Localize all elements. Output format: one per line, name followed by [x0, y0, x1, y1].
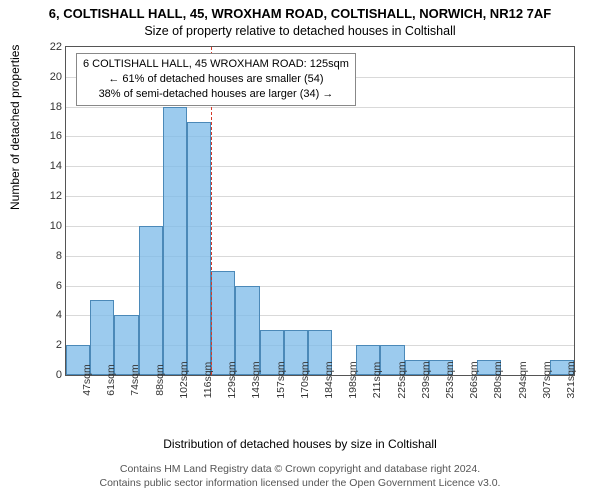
y-tick-label: 16: [32, 130, 62, 142]
credits-line: Contains public sector information licen…: [0, 476, 600, 490]
gridline: [66, 107, 574, 108]
credits-line: Contains HM Land Registry data © Crown c…: [0, 462, 600, 476]
histogram-bar: [211, 271, 235, 375]
x-tick-label: 253sqm: [444, 361, 456, 398]
y-axis-label: Number of detached properties: [8, 45, 22, 210]
x-tick-label: 294sqm: [517, 361, 529, 398]
x-tick-label: 198sqm: [347, 361, 359, 398]
x-tick-label: 321sqm: [565, 361, 577, 398]
histogram-bar: [139, 226, 163, 375]
x-tick-label: 225sqm: [396, 361, 408, 398]
x-tick-label: 280sqm: [492, 361, 504, 398]
x-tick-label: 102sqm: [178, 361, 190, 398]
credits: Contains HM Land Registry data © Crown c…: [0, 462, 600, 490]
y-tick-label: 0: [32, 369, 62, 381]
x-tick-label: 266sqm: [468, 361, 480, 398]
y-tick-label: 20: [32, 71, 62, 83]
reference-annotation: 6 COLTISHALL HALL, 45 WROXHAM ROAD: 125s…: [76, 53, 356, 106]
x-axis-label: Distribution of detached houses by size …: [0, 437, 600, 451]
annotation-line: 38% of semi-detached houses are larger (…: [83, 87, 349, 102]
gridline: [66, 136, 574, 137]
y-tick-label: 10: [32, 220, 62, 232]
x-tick-label: 61sqm: [105, 364, 117, 396]
annotation-line: ← 61% of detached houses are smaller (54…: [83, 72, 349, 87]
x-tick-label: 157sqm: [275, 361, 287, 398]
x-tick-label: 74sqm: [129, 364, 141, 396]
histogram-bar: [163, 107, 187, 375]
x-tick-label: 307sqm: [541, 361, 553, 398]
x-tick-label: 239sqm: [420, 361, 432, 398]
histogram-bar: [187, 122, 211, 375]
y-tick-label: 18: [32, 101, 62, 113]
page-title: 6, COLTISHALL HALL, 45, WROXHAM ROAD, CO…: [0, 6, 600, 21]
gridline: [66, 166, 574, 167]
histogram-plot: 6 COLTISHALL HALL, 45 WROXHAM ROAD: 125s…: [65, 46, 575, 376]
x-tick-label: 88sqm: [154, 364, 166, 396]
page-subtitle: Size of property relative to detached ho…: [0, 24, 600, 38]
x-tick-label: 129sqm: [226, 361, 238, 398]
annotation-line: 6 COLTISHALL HALL, 45 WROXHAM ROAD: 125s…: [83, 57, 349, 72]
y-tick-label: 22: [32, 41, 62, 53]
x-tick-label: 116sqm: [202, 362, 214, 399]
x-tick-label: 184sqm: [323, 361, 335, 398]
x-tick-label: 143sqm: [250, 361, 262, 398]
y-tick-label: 2: [32, 339, 62, 351]
y-tick-label: 4: [32, 309, 62, 321]
y-tick-label: 14: [32, 160, 62, 172]
y-tick-label: 12: [32, 190, 62, 202]
y-tick-label: 8: [32, 250, 62, 262]
y-tick-label: 6: [32, 280, 62, 292]
x-tick-label: 170sqm: [299, 361, 311, 398]
x-tick-label: 211sqm: [371, 362, 383, 399]
gridline: [66, 196, 574, 197]
x-tick-label: 47sqm: [81, 364, 93, 396]
